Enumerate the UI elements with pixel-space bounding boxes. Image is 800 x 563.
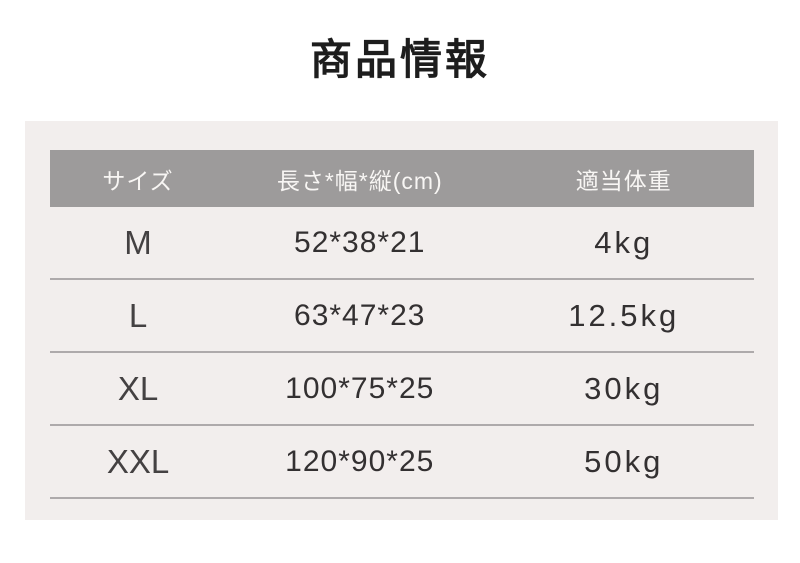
column-header-weight: 適当体重	[575, 167, 672, 194]
size-chart-card: サイズ 長さ*幅*縦(cm) 適当体重 M 52*38*21 4kg L 63*…	[25, 121, 778, 520]
dimensions-cell: 120*90*25	[285, 444, 435, 478]
table-row: M 52*38*21 4kg	[50, 207, 754, 280]
weight-cell: 12.5kg	[568, 297, 680, 333]
table-row: L 63*47*23 12.5kg	[50, 280, 754, 353]
column-header-dimensions: 長さ*幅*縦(cm)	[276, 167, 443, 194]
weight-cell: 4kg	[594, 224, 654, 260]
size-table-header-row: サイズ 長さ*幅*縦(cm) 適当体重	[50, 150, 754, 207]
size-cell: XL	[117, 369, 159, 407]
size-cell: XXL	[106, 442, 170, 480]
dimensions-cell: 52*38*21	[294, 225, 426, 259]
dimensions-cell: 63*47*23	[294, 298, 426, 332]
weight-cell: 30kg	[584, 370, 664, 406]
dimensions-cell: 100*75*25	[285, 371, 435, 405]
weight-cell: 50kg	[584, 443, 664, 479]
table-row: XXL 120*90*25 50kg	[50, 426, 754, 499]
column-header-size: サイズ	[102, 167, 174, 194]
size-cell: M	[124, 223, 152, 261]
table-row: XL 100*75*25 30kg	[50, 353, 754, 426]
page-title: 商品情報	[309, 36, 490, 83]
size-table: サイズ 長さ*幅*縦(cm) 適当体重 M 52*38*21 4kg L 63*…	[50, 150, 754, 499]
size-cell: L	[128, 296, 148, 334]
